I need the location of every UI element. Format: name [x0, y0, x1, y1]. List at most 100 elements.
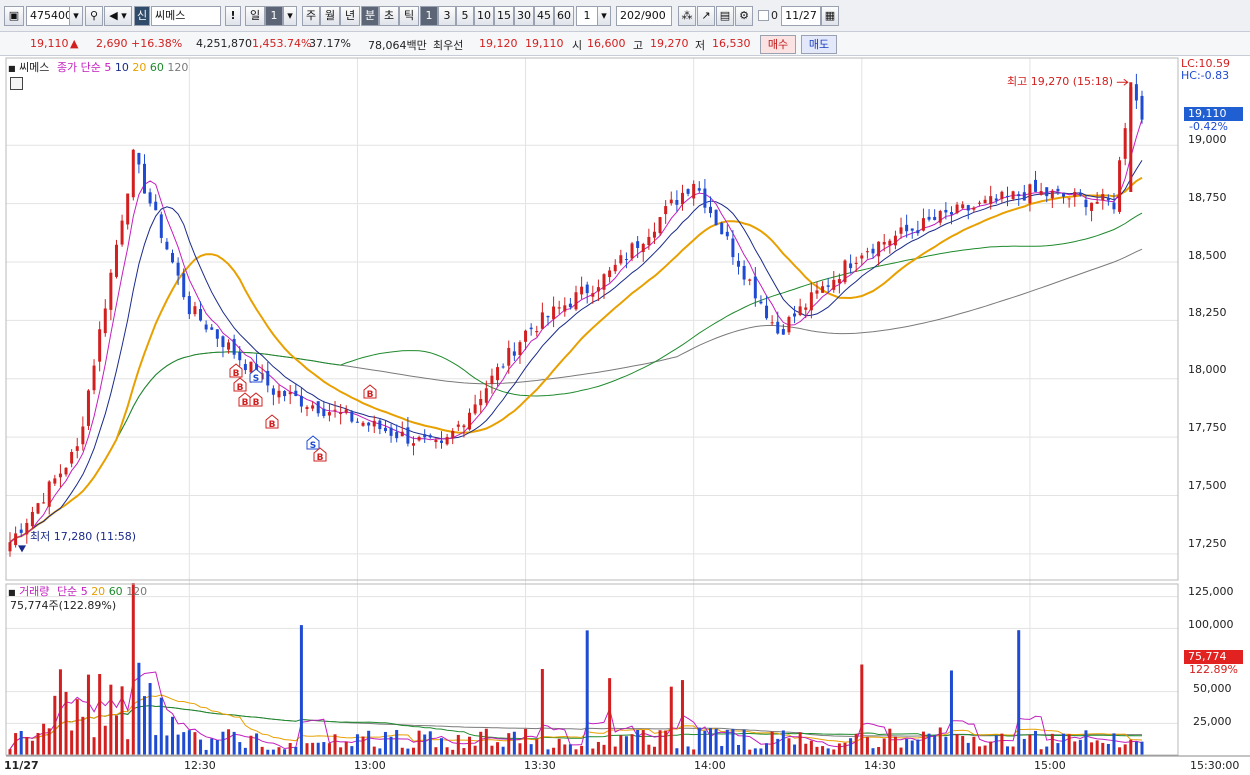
volume-bar — [434, 747, 438, 755]
sell-button[interactable]: 매도 — [801, 35, 837, 54]
candle — [1050, 191, 1054, 199]
interval-button-30[interactable]: 30 — [514, 6, 534, 26]
candle — [692, 183, 696, 199]
volume-bar — [927, 733, 931, 755]
indicator-icon[interactable]: ⁂ — [678, 6, 696, 26]
buy-button[interactable]: 매수 — [760, 35, 796, 54]
candle — [613, 264, 617, 272]
volume-bar — [1067, 734, 1071, 755]
period-week-button[interactable]: 주 — [302, 6, 320, 26]
candle — [518, 342, 522, 356]
candle — [1123, 128, 1127, 159]
volume-bar — [938, 727, 942, 755]
y-tick-19000: 19,000 — [1188, 133, 1227, 146]
volume-bar — [742, 729, 746, 755]
volume-bar — [877, 746, 881, 755]
high-annotation: 최고 19,270 (15:18) — [1007, 75, 1114, 88]
volume-bar — [171, 716, 175, 755]
buy-signal-marker — [233, 377, 247, 392]
sound-icon[interactable]: ◀ ▾ — [104, 6, 132, 26]
period-month-button[interactable]: 월 — [320, 6, 340, 26]
chart-menu-icon[interactable]: ▣ — [4, 6, 24, 26]
volume-bar — [804, 743, 808, 755]
drawing-tool-icon[interactable]: ↗ — [697, 6, 715, 26]
candle — [686, 189, 690, 194]
search-icon[interactable]: ⚲ — [85, 6, 103, 26]
volume-bar — [989, 741, 993, 755]
calendar-icon[interactable]: ▦ — [821, 6, 839, 26]
volume-bar — [92, 737, 96, 755]
settings-gear-icon[interactable]: ⚙ — [735, 6, 753, 26]
bar-count-field[interactable]: 202/900 — [616, 6, 672, 26]
volume-bar — [798, 732, 802, 755]
interval-button-5[interactable]: 5 — [456, 6, 474, 26]
volume-bar — [456, 734, 460, 755]
interval-button-45[interactable]: 45 — [534, 6, 554, 26]
price-panel-legend[interactable]: ■ 씨메스 종가 단순 5 10 20 60 120 — [8, 61, 189, 74]
candle — [53, 478, 57, 484]
vma20-label: 20 — [91, 585, 106, 598]
candle — [75, 446, 79, 451]
period-second-button[interactable]: 초 — [379, 6, 399, 26]
interval-button-3[interactable]: 3 — [438, 6, 456, 26]
signal-label: B — [253, 398, 260, 408]
candle — [714, 209, 718, 226]
stock-badge: 신 — [134, 6, 150, 26]
candle — [580, 286, 584, 295]
low-label: 저 — [695, 39, 706, 52]
vol-tick-50000: 50,000 — [1193, 682, 1232, 695]
interval-input[interactable]: 1 — [576, 6, 598, 26]
stock-code-input[interactable]: 475400 — [26, 6, 72, 26]
period-year-button[interactable]: 년 — [340, 6, 360, 26]
interval-dropdown-icon[interactable]: ▾ — [597, 6, 611, 26]
volume-panel-legend[interactable]: ■ 거래량 단순 5 20 60 120 — [8, 585, 148, 598]
candle — [159, 214, 163, 238]
price-panel-name: 씨메스 — [19, 61, 50, 74]
volume-bar — [19, 731, 23, 755]
volume-value: 4,251,870 — [196, 37, 252, 50]
candle — [501, 366, 505, 368]
volume-bar — [1011, 746, 1015, 755]
date-input[interactable]: 11/27 — [781, 6, 821, 26]
candle — [131, 149, 135, 198]
volume-bar — [294, 746, 298, 755]
candle — [271, 388, 275, 395]
volume-bar — [64, 691, 68, 755]
candle — [630, 243, 634, 259]
code-dropdown-icon[interactable]: ▾ — [69, 6, 83, 26]
x-tick-1300: 13:00 — [354, 759, 386, 772]
alert-icon[interactable]: ! — [225, 6, 241, 26]
stock-name-field[interactable]: 씨메스 — [151, 6, 221, 26]
interval-button-1[interactable]: 1 — [420, 6, 438, 26]
high-label: 고 — [633, 39, 644, 52]
volume-bar — [596, 741, 600, 755]
candle — [759, 301, 763, 304]
period-dropdown-icon[interactable]: ▾ — [283, 6, 297, 26]
bar-count-total: /900 — [641, 9, 666, 22]
lc-label: LC:10.59 — [1181, 57, 1231, 70]
save-icon[interactable]: ▤ — [716, 6, 734, 26]
interval-button-15[interactable]: 15 — [494, 6, 514, 26]
candle — [434, 439, 438, 443]
buy-signal-marker — [249, 392, 263, 407]
candle — [893, 235, 897, 246]
period-day-count[interactable]: 1 — [265, 6, 283, 26]
candle — [1084, 199, 1088, 208]
date-checkbox[interactable] — [758, 10, 769, 21]
candle — [103, 308, 107, 334]
signal-label: B — [237, 383, 244, 393]
interval-button-10[interactable]: 10 — [474, 6, 494, 26]
interval-button-60[interactable]: 60 — [554, 6, 574, 26]
panel-grid-icon[interactable] — [10, 77, 23, 90]
period-tick-button[interactable]: 틱 — [399, 6, 419, 26]
volume-bar — [574, 749, 578, 755]
period-minute-button[interactable]: 분 — [361, 6, 379, 26]
candle — [238, 351, 242, 361]
volume-bar — [165, 735, 169, 755]
volume-bar — [299, 625, 303, 755]
period-day-button[interactable]: 일 — [245, 6, 265, 26]
volume-bar — [1073, 741, 1077, 755]
volume-bar — [47, 728, 51, 755]
